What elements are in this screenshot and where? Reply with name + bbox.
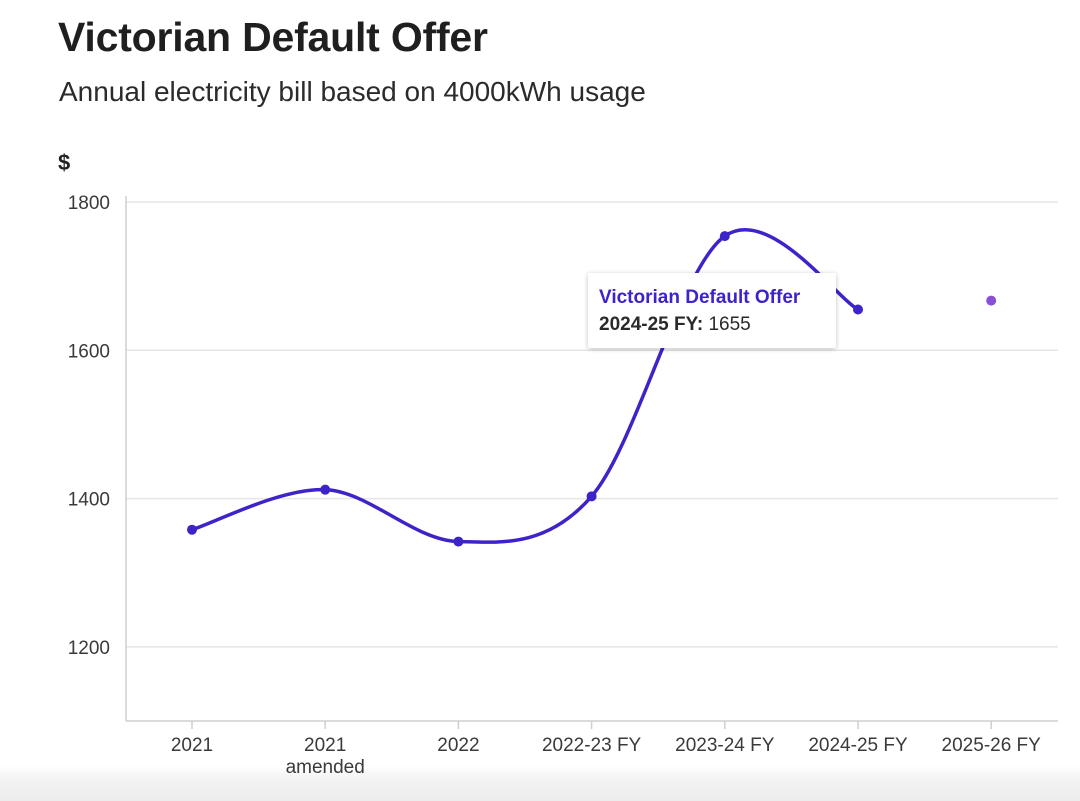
- data-point: [986, 295, 997, 306]
- data-point: [586, 491, 597, 502]
- x-tick-label: 2022-23 FY: [542, 735, 642, 756]
- data-point: [719, 231, 730, 242]
- x-tick-label: amended: [286, 757, 365, 778]
- data-point: [320, 484, 331, 495]
- x-tick-label: 2022: [437, 735, 479, 756]
- tooltip-series-name: Victorian Default Offer: [599, 287, 801, 308]
- x-tick-label: 2023-24 FY: [675, 735, 775, 756]
- data-point: [853, 304, 863, 315]
- x-tick-label: 2025-26 FY: [942, 735, 1042, 756]
- tooltip-row: 2024-25 FY: 1655: [599, 311, 826, 339]
- tooltip-key: 2024-25 FY:: [599, 314, 704, 335]
- tooltip-value: 1655: [708, 314, 751, 335]
- data-point: [187, 524, 197, 535]
- y-tick-label: 1800: [68, 193, 110, 214]
- data-point: [453, 536, 464, 547]
- y-tick-label: 1200: [68, 638, 110, 659]
- chart-title: Victorian Default Offer: [58, 14, 488, 60]
- y-tick-label: 1400: [68, 490, 110, 511]
- x-tick-label: 2021: [304, 735, 346, 756]
- x-tick-label: 2021: [171, 735, 213, 756]
- y-tick-label: 1600: [68, 341, 110, 362]
- tooltip: Victorian Default Offer 2024-25 FY: 1655: [588, 273, 836, 348]
- x-tick-label: 2024-25 FY: [808, 735, 908, 756]
- chart-subtitle: Annual electricity bill based on 4000kWh…: [59, 76, 646, 107]
- y-axis-label: $: [58, 150, 71, 175]
